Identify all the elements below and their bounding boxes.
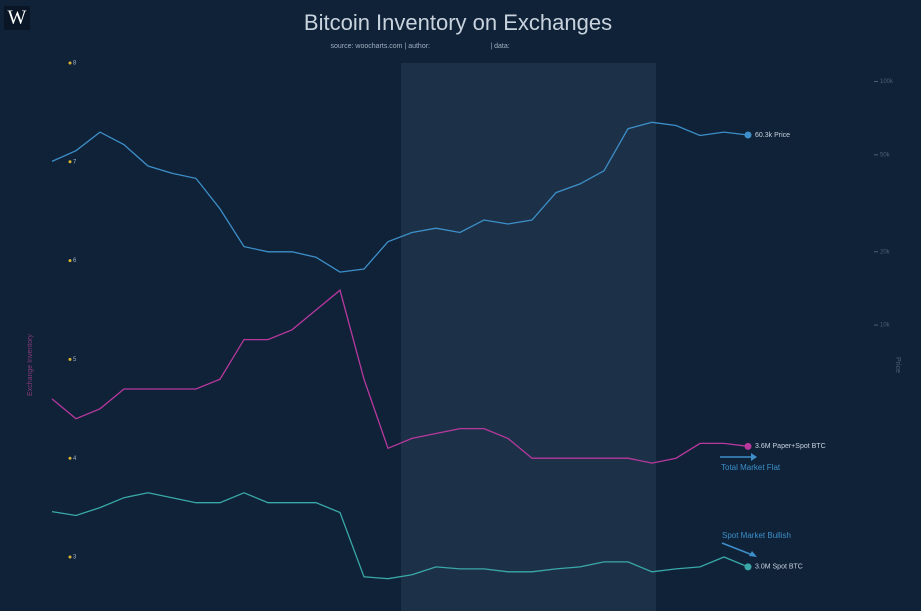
y2-tick-label: 50k [880,152,891,158]
y2-tick-label: 10k [880,323,891,329]
chart-title: Bitcoin Inventory on Exchanges [304,10,612,35]
y-tick-label: 7 [73,159,77,165]
y-axis-label: Exchange Inventory [27,334,34,396]
y-tick-label: 8 [73,61,77,67]
logo-box [4,6,30,30]
end-marker [744,442,752,450]
y-tick-label: 6 [73,258,77,264]
arrow-head [749,551,757,557]
highlight-band [401,63,656,611]
annotation: Spot Market Bullish [722,531,791,540]
y-tick [68,357,72,361]
series-line [51,289,749,464]
y-tick-label: 5 [73,357,77,363]
annotation: Total Market Flat [721,463,781,472]
subtitle: source: woocharts.com | author: [331,43,431,50]
legend-label: 3.6M Paper+Spot BTC [755,443,826,450]
y2-axis-label: Price [894,357,901,373]
subtitle-data: | data: [490,43,509,50]
y-tick [68,61,72,65]
logo: W [8,7,27,29]
end-marker [744,563,752,571]
legend-label: 3.0M Spot BTC [755,564,803,571]
y-tick [68,555,72,559]
y-tick [68,160,72,164]
y-tick-label: 4 [73,456,77,462]
end-marker [744,131,752,139]
y-tick [68,259,72,263]
legend-label: 60.3k Price [755,132,790,139]
y-tick [68,456,72,460]
series-line [51,121,749,273]
arrow-head [751,453,757,461]
arrow [721,542,756,557]
y2-tick-label: 20k [880,249,891,255]
y-tick-label: 3 [73,555,77,561]
series-line [51,492,749,580]
plot: 3 4 5 6 7 8 10k 20k 50k 100k 60.3k Price 3.6M Paper… [51,61,894,580]
y2-tick-label: 100k [880,79,894,85]
